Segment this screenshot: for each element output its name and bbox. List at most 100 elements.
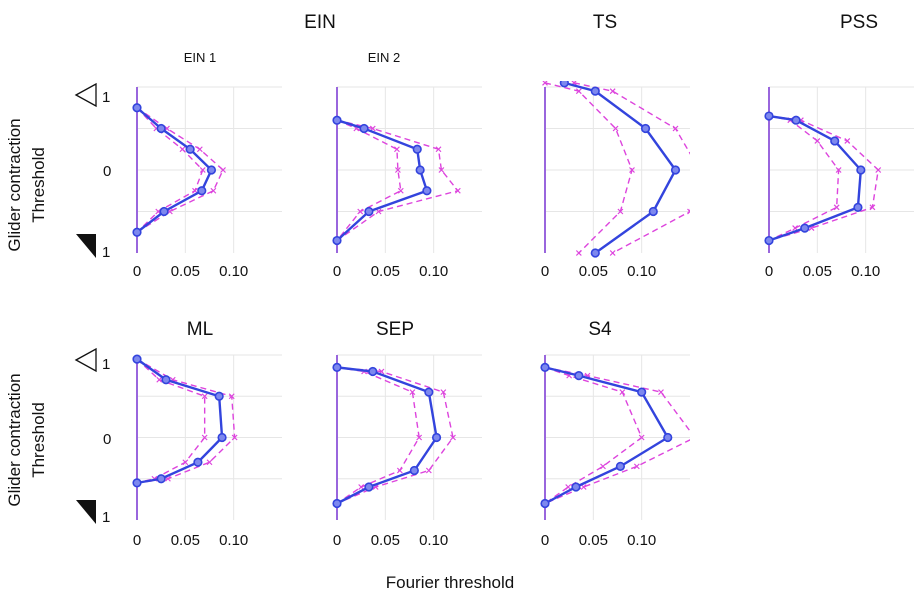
mean-point	[156, 123, 166, 134]
ci-marker	[609, 250, 616, 256]
panel-title: ML	[187, 319, 213, 340]
ytick-bottom-row2: 1	[102, 509, 110, 526]
ci-marker	[425, 467, 432, 474]
ci-marker	[228, 393, 235, 400]
ci-marker	[409, 389, 416, 396]
ci-marker	[440, 389, 447, 396]
x-tick-label: 0	[765, 263, 773, 280]
x-tick-label: 0.05	[803, 263, 832, 280]
ci-marker	[638, 434, 645, 441]
mean-point	[422, 186, 432, 196]
x-tick-label: 0.05	[371, 263, 400, 280]
mean-point	[412, 144, 422, 154]
mean-point	[156, 474, 166, 484]
ci-marker	[179, 146, 186, 153]
mean-point	[193, 457, 203, 467]
x-tick-label: 0.05	[171, 263, 200, 280]
ci-marker	[658, 389, 664, 396]
ci-marker	[575, 250, 582, 256]
group-title: EIN	[304, 12, 336, 33]
mean-point	[332, 115, 342, 125]
ylabel-row1-line1: Glider contraction	[5, 118, 24, 251]
ci-marker	[835, 167, 842, 173]
mean-point	[764, 235, 774, 246]
ci-marker	[357, 208, 364, 215]
ci-marker	[844, 138, 851, 144]
panel-title: S4	[588, 319, 612, 340]
mean-point	[637, 387, 647, 397]
mean-point	[615, 461, 626, 471]
panel-title: PSS	[840, 12, 878, 33]
ci-marker	[201, 393, 208, 400]
x-tick-label: 0.05	[579, 532, 608, 549]
mean-point	[540, 498, 550, 509]
ci-marker	[575, 88, 582, 95]
open-triangle-icon	[74, 347, 97, 373]
mean-point	[368, 366, 378, 377]
x-tick-label: 0	[333, 263, 341, 280]
x-tick-label: 0.10	[851, 263, 880, 280]
ci-marker	[156, 376, 163, 383]
ylabel-row1-line2: Threshold	[29, 147, 48, 223]
ci-marker	[358, 484, 365, 490]
mean-point	[185, 144, 195, 154]
mean-line	[136, 358, 224, 485]
mean-line	[768, 114, 863, 242]
ytick-mid-row2: 0	[103, 431, 111, 448]
panel-ein-2: EIN 2 0 0.05 0.10	[332, 50, 482, 280]
ci-marker	[450, 434, 456, 441]
ci-marker	[672, 125, 679, 132]
mean-point	[409, 465, 419, 476]
ci-marker	[394, 167, 401, 173]
ci-marker	[612, 125, 619, 132]
ci-marker	[875, 167, 882, 173]
mean-point	[800, 223, 810, 233]
ci-line	[544, 366, 690, 505]
panel-sep: SEP 0 0.05 0.10	[332, 319, 482, 549]
panel-ein-1: EIN 1 0 0.05 0.10	[132, 50, 282, 280]
panel-title: EIN 1	[184, 50, 217, 65]
ci-marker	[438, 167, 445, 173]
ytick-top-row1: 1	[102, 89, 110, 106]
x-tick-label: 0.10	[219, 263, 248, 280]
mean-point	[415, 165, 425, 175]
x-tick-label: 0.10	[627, 532, 656, 549]
ci-marker	[196, 146, 203, 153]
mean-point	[830, 136, 840, 146]
ci-marker	[609, 88, 616, 95]
panel-title: EIN 2	[368, 50, 401, 65]
mean-point	[132, 227, 142, 237]
open-triangle-icon	[74, 82, 97, 108]
mean-point	[217, 432, 227, 443]
ci-marker	[629, 167, 635, 173]
ci-line	[768, 115, 840, 242]
x-tick-label: 0	[541, 263, 549, 280]
mean-point	[856, 165, 866, 175]
mean-point	[206, 165, 217, 175]
x-tick-label: 0.10	[627, 263, 656, 280]
ci-line	[573, 82, 690, 254]
mean-point	[161, 375, 171, 385]
x-tick-label: 0.05	[171, 532, 200, 549]
x-tick-label: 0.10	[219, 532, 248, 549]
mean-point	[132, 478, 142, 488]
mean-point	[364, 206, 374, 217]
mean-point	[214, 391, 224, 401]
mean-point	[571, 482, 581, 492]
ci-marker	[201, 434, 208, 441]
mean-point	[640, 123, 651, 134]
panel-title: SEP	[376, 319, 414, 340]
ci-marker	[231, 434, 238, 441]
ci-marker	[633, 463, 640, 470]
panel-ts: TS 0 0.05 0.10	[541, 12, 690, 280]
ytick-bottom-row1: 1	[102, 244, 110, 261]
mean-line	[564, 81, 677, 254]
panel-title: TS	[593, 12, 617, 33]
x-tick-label: 0	[133, 263, 141, 280]
ci-marker	[397, 187, 404, 194]
ylabel-row2-line2: Threshold	[29, 402, 48, 478]
mean-point	[574, 371, 584, 381]
x-tick-label: 0.05	[579, 263, 608, 280]
mean-point	[853, 202, 863, 212]
x-tick-label: 0	[541, 532, 549, 549]
